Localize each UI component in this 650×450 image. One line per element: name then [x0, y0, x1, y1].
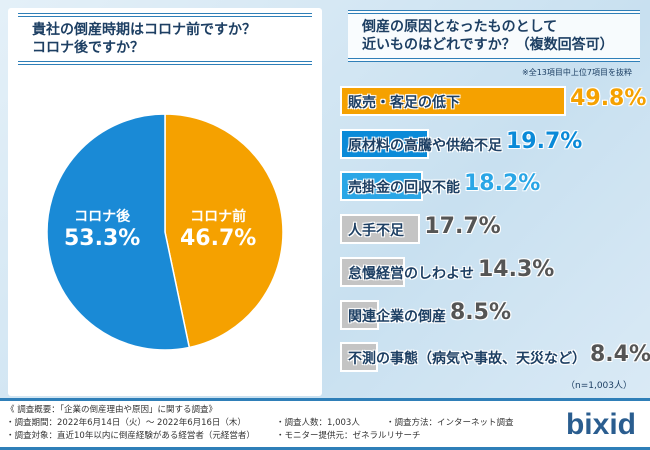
bar-value: 19.7% [506, 128, 583, 154]
bar [340, 342, 379, 373]
bar-label: 原材料の高騰や供給不足 [348, 137, 502, 154]
sample-size: （n=1,003人） [565, 381, 632, 391]
footer-line: ・調査人数：1,003人 [276, 418, 360, 428]
footer-line: ・調査方法：インターネット調査 [386, 418, 514, 428]
bar-label: 怠慢経営のしわよせ [348, 265, 474, 282]
pie-slice-1 [46, 113, 191, 351]
bar-label: 関連企業の倒産 [348, 308, 446, 325]
bar-value: 17.7% [424, 214, 501, 240]
bar [340, 214, 421, 245]
footer-line: ・調査期間：2022年6月14日（火）～ 2022年6月16日（木） [6, 418, 246, 428]
bar-row: 不測の事態（病気や事故、天災など） 8.4% [340, 342, 650, 373]
footer-line: ・モニター提供元：ゼネラルリサーチ [276, 431, 421, 441]
bar-value: 8.4% [590, 342, 650, 368]
bar-label: 不測の事態（病気や事故、天災など） [348, 351, 586, 368]
bar-value: 18.2% [464, 171, 541, 197]
bar [340, 299, 379, 330]
bar-row: 人手不足 17.7% [340, 214, 640, 245]
footer-line: ・調査対象：直近10年以内に倒産経験がある経営者（元経営者） [6, 431, 255, 441]
pie-title: 貴社の倒産時期はコロナ前ですか？ コロナ後ですか？ [18, 13, 312, 65]
bar [340, 128, 430, 159]
bar [340, 171, 423, 202]
bar-value: 14.3% [478, 256, 555, 282]
bar-note: ※全13項目中上位7項目を抜粋 [522, 68, 632, 77]
bixid-logo: bixid [565, 408, 636, 441]
bar [340, 256, 405, 287]
bar-title: 倒産の原因となったものとして 近いものはどれですか？（複数回答可） [348, 10, 640, 62]
bar-value: 8.5% [450, 299, 512, 325]
bar [340, 86, 567, 116]
bar-row: 原材料の高騰や供給不足 19.7% [340, 128, 640, 159]
bar-row: 怠慢経営のしわよせ 14.3% [340, 256, 640, 287]
footer-line: 《 調査概要：「企業の倒産理由や原因」に関する調査》 [6, 405, 217, 415]
bar-row: 売掛金の回収不能 18.2% [340, 171, 640, 202]
pie-label-before: コロナ前 46.7% [180, 209, 257, 251]
bar-label: 売掛金の回収不能 [348, 180, 460, 197]
bar-row: 販売・客足の低下 49.8% [340, 86, 646, 116]
pie-label-after: コロナ後 53.3% [64, 209, 141, 251]
pie-slice-0 [164, 113, 284, 349]
bar-label: 人手不足 [348, 223, 404, 240]
survey-footer: 《 調査概要：「企業の倒産理由や原因」に関する調査》 ・調査期間：2022年6月… [0, 398, 650, 450]
bar-value: 49.8% [570, 86, 647, 111]
bar-label: 販売・客足の低下 [348, 95, 460, 111]
bar-row: 関連企業の倒産 8.5% [340, 299, 640, 330]
